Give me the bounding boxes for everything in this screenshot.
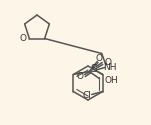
Text: O: O <box>76 72 83 81</box>
Text: NH: NH <box>103 63 116 72</box>
Text: O: O <box>104 58 111 67</box>
Text: O: O <box>96 54 103 63</box>
Text: O: O <box>19 34 26 43</box>
Text: Cl: Cl <box>82 91 91 100</box>
Text: S: S <box>90 64 97 74</box>
Text: OH: OH <box>104 76 118 85</box>
